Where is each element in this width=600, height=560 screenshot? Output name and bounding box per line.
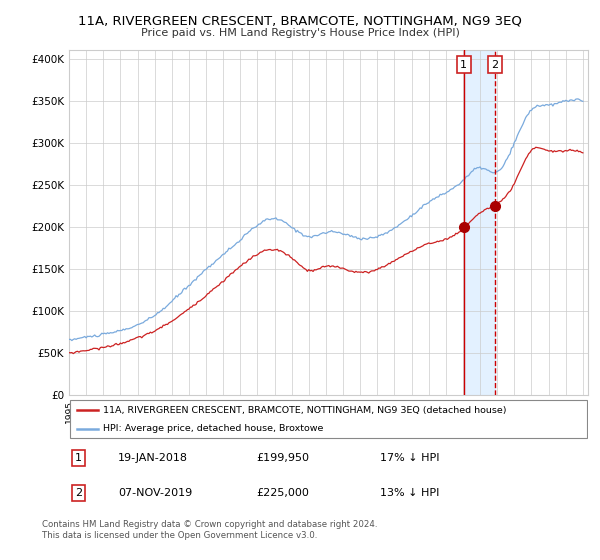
Text: 2: 2 (491, 60, 498, 69)
FancyBboxPatch shape (70, 400, 587, 438)
Text: Contains HM Land Registry data © Crown copyright and database right 2024.: Contains HM Land Registry data © Crown c… (42, 520, 377, 529)
Text: 11A, RIVERGREEN CRESCENT, BRAMCOTE, NOTTINGHAM, NG9 3EQ: 11A, RIVERGREEN CRESCENT, BRAMCOTE, NOTT… (78, 14, 522, 27)
Text: 2: 2 (75, 488, 82, 498)
Text: 13% ↓ HPI: 13% ↓ HPI (380, 488, 440, 498)
Bar (464, 50, 494, 395)
Text: HPI: Average price, detached house, Broxtowe: HPI: Average price, detached house, Brox… (103, 424, 323, 433)
Text: 1: 1 (460, 60, 467, 69)
Text: 07-NOV-2019: 07-NOV-2019 (118, 488, 193, 498)
Text: 1: 1 (75, 453, 82, 463)
Text: Price paid vs. HM Land Registry's House Price Index (HPI): Price paid vs. HM Land Registry's House … (140, 28, 460, 38)
Text: This data is licensed under the Open Government Licence v3.0.: This data is licensed under the Open Gov… (42, 531, 317, 540)
Text: 11A, RIVERGREEN CRESCENT, BRAMCOTE, NOTTINGHAM, NG9 3EQ (detached house): 11A, RIVERGREEN CRESCENT, BRAMCOTE, NOTT… (103, 405, 506, 414)
Text: £225,000: £225,000 (256, 488, 309, 498)
Text: £199,950: £199,950 (256, 453, 309, 463)
Text: 19-JAN-2018: 19-JAN-2018 (118, 453, 188, 463)
Text: 17% ↓ HPI: 17% ↓ HPI (380, 453, 440, 463)
